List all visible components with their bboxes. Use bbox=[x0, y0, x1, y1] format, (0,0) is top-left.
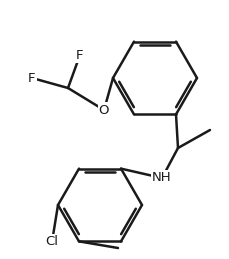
Text: NH: NH bbox=[152, 171, 171, 184]
Text: O: O bbox=[98, 104, 109, 117]
Text: F: F bbox=[28, 71, 35, 84]
Text: Cl: Cl bbox=[45, 235, 58, 248]
Text: F: F bbox=[76, 48, 83, 61]
